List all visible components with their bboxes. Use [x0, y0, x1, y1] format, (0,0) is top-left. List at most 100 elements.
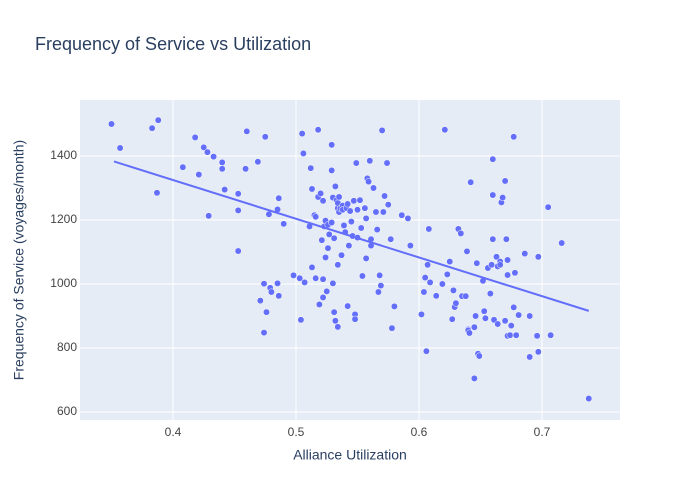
data-point: [334, 323, 342, 331]
data-point: [331, 182, 339, 190]
data-point: [203, 148, 211, 156]
data-point: [108, 120, 115, 128]
data-point: [366, 157, 374, 165]
data-point: [218, 158, 226, 166]
data-point: [384, 201, 392, 209]
data-point: [312, 213, 320, 221]
data-point: [493, 253, 500, 261]
data-point: [317, 189, 325, 197]
data-point: [406, 242, 414, 250]
data-point: [330, 234, 338, 242]
data-point: [486, 290, 494, 298]
data-point: [308, 263, 316, 271]
data-point: [352, 159, 360, 167]
data-point: [344, 302, 352, 310]
data-point: [325, 230, 333, 238]
data-point: [547, 331, 555, 339]
data-point: [275, 292, 283, 300]
data-point: [510, 133, 518, 141]
data-point: [340, 221, 348, 229]
data-point: [510, 303, 518, 311]
data-point: [296, 274, 304, 282]
data-point: [376, 271, 384, 279]
y-tick-label: 1200: [50, 212, 77, 226]
data-point: [390, 302, 398, 310]
data-point: [335, 193, 343, 201]
data-point: [489, 235, 497, 243]
data-point: [362, 254, 370, 262]
data-point: [501, 317, 509, 325]
x-axis-label: Alliance Utilization: [293, 447, 407, 463]
data-point: [148, 124, 156, 132]
data-point: [116, 144, 124, 152]
data-point: [379, 208, 387, 216]
data-point: [351, 315, 359, 323]
data-point: [472, 312, 480, 320]
data-point: [465, 329, 473, 337]
data-point: [243, 127, 251, 135]
data-point: [191, 133, 199, 141]
data-point: [372, 208, 380, 216]
data-point: [504, 256, 512, 264]
data-point: [263, 308, 270, 316]
data-point: [496, 261, 504, 269]
data-point: [256, 297, 264, 305]
data-point: [446, 258, 454, 266]
data-point: [280, 220, 288, 228]
data-point: [374, 288, 382, 296]
data-point: [422, 347, 430, 355]
data-point: [526, 353, 534, 361]
chart-title: Frequency of Service vs Utilization: [35, 34, 311, 54]
y-tick-label: 800: [57, 340, 77, 354]
data-point: [381, 192, 389, 200]
data-point: [470, 323, 478, 331]
data-point: [205, 212, 213, 220]
data-point: [404, 214, 412, 222]
x-tick-label: 0.4: [165, 425, 182, 439]
y-axis-label: Frequency of Service (voyages/month): [11, 140, 27, 380]
data-point: [441, 126, 449, 134]
data-point: [261, 133, 269, 141]
data-point: [323, 287, 331, 295]
data-point: [361, 204, 369, 212]
x-tick-label: 0.7: [534, 425, 551, 439]
data-point: [260, 329, 268, 337]
data-point: [275, 194, 283, 202]
data-point: [298, 130, 306, 138]
data-point: [534, 253, 542, 261]
data-point: [426, 278, 434, 286]
data-point: [299, 149, 307, 157]
data-point: [345, 242, 353, 250]
data-point: [438, 280, 446, 288]
data-point: [448, 315, 456, 323]
data-point: [218, 165, 226, 173]
data-point: [521, 250, 529, 258]
data-point: [254, 158, 262, 166]
data-point: [242, 165, 250, 173]
data-point: [154, 116, 162, 124]
x-tick-label: 0.5: [288, 425, 305, 439]
y-tick-label: 1000: [50, 276, 77, 290]
data-point: [526, 312, 534, 320]
data-point: [221, 186, 229, 194]
data-point: [357, 224, 365, 232]
data-point: [330, 308, 338, 316]
data-point: [425, 225, 433, 233]
data-point: [329, 279, 337, 287]
data-point: [388, 324, 396, 332]
data-point: [507, 322, 515, 330]
data-point: [334, 261, 342, 269]
data-point: [308, 185, 316, 193]
data-point: [511, 269, 519, 277]
data-point: [354, 206, 361, 214]
data-point: [378, 126, 386, 134]
data-point: [315, 301, 323, 308]
data-point: [462, 292, 470, 300]
data-point: [424, 261, 432, 269]
data-point: [502, 235, 510, 243]
data-point: [544, 203, 552, 211]
data-point: [473, 259, 481, 267]
data-point: [301, 278, 309, 286]
